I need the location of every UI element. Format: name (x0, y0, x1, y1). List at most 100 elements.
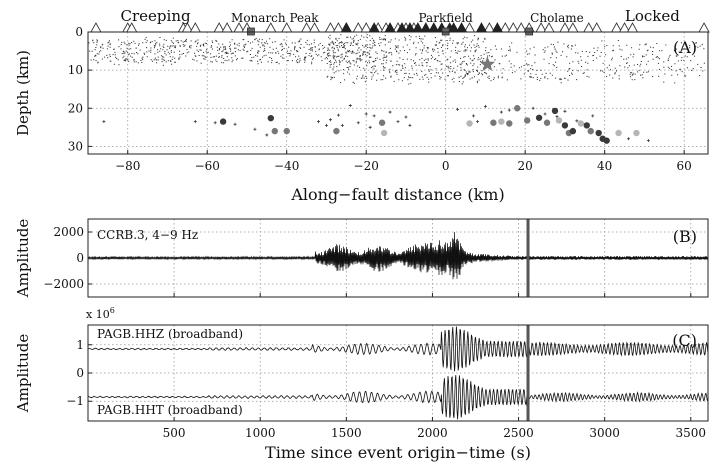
panel-c-ylabel: Amplitude (14, 334, 32, 414)
tremor-cross (368, 125, 372, 129)
panel-a: −80 −60 −40 −20 0 20 40 60 0 10 20 30 (A) Depth (km… (14, 7, 710, 204)
station-triangle-open (590, 22, 603, 33)
region-label: Locked (625, 7, 680, 25)
tremor-cross (102, 120, 106, 124)
tremor-cross (408, 123, 412, 127)
panel-a-xtick-label: −80 (115, 159, 140, 173)
tremor-cross (456, 107, 460, 111)
tremor-cross (336, 113, 340, 117)
panel-b: 2000 0 −2000 (B) CCRB.3, 4−9 Hz Amplitude (14, 218, 709, 299)
panel-c-xlabel: Time since event origin−time (s) (265, 443, 531, 462)
region-label: Cholame (530, 11, 584, 25)
panel-c-scale-exponent: 6 (110, 306, 115, 315)
tremor-event (466, 120, 473, 127)
panel-c-trace-hhz (87, 326, 709, 372)
tremor-cross (575, 119, 579, 123)
panel-a-xtick-label: 40 (597, 159, 612, 173)
panel-a-xtick-label: 20 (518, 159, 533, 173)
panel-c-xtick-label: 1000 (245, 426, 276, 440)
tremor-event (271, 127, 278, 135)
station-triangle-open (189, 22, 202, 33)
panel-c-ytick-label: 1 (76, 338, 84, 352)
panel-b-ytick-label: −2000 (43, 277, 84, 291)
tremor-cross (388, 110, 392, 114)
panel-c-series-hht-label: PAGB.HHT (broadband) (97, 403, 243, 417)
tremor-cross (233, 122, 237, 126)
station-triangle-open (90, 22, 102, 33)
panel-a-ytick-label: 20 (68, 101, 83, 115)
tremor-cross (317, 120, 321, 124)
tremor-event (267, 114, 275, 122)
tremor-event (583, 122, 590, 129)
panel-a-ytick-label: 30 (68, 139, 83, 153)
tremor-cross (627, 137, 631, 141)
tremor-event (378, 119, 386, 126)
tremor-event (551, 107, 559, 115)
panel-a-xtick-label: −60 (195, 159, 220, 173)
panel-b-trace-label: CCRB.3, 4−9 Hz (97, 228, 198, 242)
station-triangle-filled (340, 22, 353, 33)
tremor-cross (555, 115, 559, 119)
station-triangle-filled (475, 22, 488, 33)
tremor-event (555, 117, 563, 124)
tremor-cross (563, 109, 567, 113)
tremor-cross (543, 112, 547, 116)
tremor-cross (396, 120, 400, 124)
panel-b-ylabel: Amplitude (14, 219, 32, 299)
panel-c-xtick-label: 2000 (417, 426, 448, 440)
tremor-event (380, 129, 388, 137)
panel-c-scale-label: x 106 (86, 306, 115, 321)
panel-a-xtick-label: 60 (677, 159, 692, 173)
region-label: Creeping (121, 7, 191, 25)
tremor-cross (364, 112, 368, 116)
tremor-event (535, 114, 543, 121)
tremor-event (498, 118, 505, 125)
region-label: Parkfield (419, 11, 474, 25)
tremor-event (587, 127, 594, 135)
tremor-event (523, 117, 531, 124)
tremor-cross (253, 127, 257, 131)
panel-b-trace (87, 231, 709, 280)
panel-a-xtick-label: 0 (442, 159, 450, 173)
panel-c-ytick-label: 0 (76, 366, 84, 380)
panel-a-ytick-label: 10 (68, 63, 83, 77)
tremor-event (506, 120, 513, 127)
panel-c-xtick-label: 2500 (503, 426, 534, 440)
panel-a-xtick-label: −40 (274, 159, 299, 173)
tremor-cross (499, 110, 503, 114)
panel-a-ytick-label: 0 (75, 25, 83, 39)
tremor-cross (646, 139, 650, 143)
panel-c-xtick-label: 500 (163, 426, 186, 440)
tremor-event (603, 137, 610, 144)
tremor-event (219, 118, 227, 125)
panel-c-trace-hht (88, 375, 709, 420)
mainshock-star (479, 56, 495, 71)
tremor-event (543, 119, 551, 126)
tremor-event (283, 127, 290, 135)
station-triangle-filled (491, 22, 504, 33)
region-label: Monarch Peak (231, 11, 319, 25)
tremor-event (561, 122, 569, 129)
tremor-event (514, 105, 521, 112)
tremor-cross (324, 123, 328, 127)
tremor-event (633, 129, 640, 137)
tremor-cross (372, 114, 376, 118)
tremor-cross (348, 104, 352, 108)
station-triangle-open (698, 22, 710, 33)
panel-a-frame (87, 31, 709, 155)
tremor-cross (531, 106, 535, 110)
panel-b-label: (B) (673, 227, 697, 246)
tremor-cross (340, 123, 344, 127)
background-seismicity (88, 34, 705, 85)
panel-a-label: (A) (673, 38, 697, 57)
tremor-event (577, 120, 585, 127)
tremor-cross (213, 121, 217, 125)
panel-c-xtick-label: 3000 (589, 426, 620, 440)
panel-c-xtick-label: 1500 (331, 426, 362, 440)
panel-c-xtick-label: 3500 (676, 426, 707, 440)
panel-b-ytick-label: 0 (76, 251, 84, 265)
tremor-cross (265, 133, 269, 137)
panel-a-xlabel: Along−fault distance (km) (290, 185, 504, 204)
tremor-cross (475, 120, 479, 124)
panel-c-label: (C) (672, 331, 697, 350)
